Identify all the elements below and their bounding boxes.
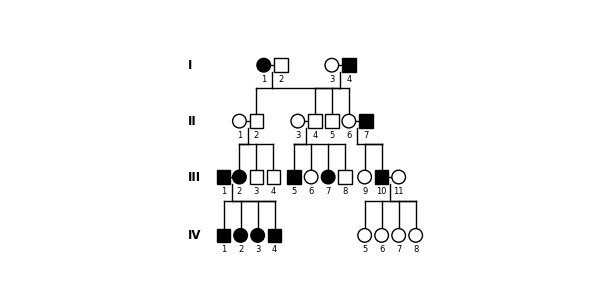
Bar bbox=[250, 170, 263, 184]
Circle shape bbox=[375, 229, 388, 242]
Text: I: I bbox=[188, 59, 193, 72]
Text: II: II bbox=[188, 115, 197, 128]
Text: 1: 1 bbox=[221, 187, 226, 196]
Circle shape bbox=[392, 229, 406, 242]
Text: 5: 5 bbox=[329, 131, 334, 140]
Text: III: III bbox=[188, 170, 202, 184]
Text: 2: 2 bbox=[237, 187, 242, 196]
Circle shape bbox=[291, 114, 305, 128]
Text: IV: IV bbox=[188, 229, 202, 242]
Circle shape bbox=[251, 229, 265, 242]
Circle shape bbox=[409, 229, 422, 242]
Text: 1: 1 bbox=[221, 245, 226, 254]
Text: 4: 4 bbox=[346, 75, 352, 84]
Text: 3: 3 bbox=[254, 187, 259, 196]
Circle shape bbox=[342, 114, 356, 128]
Circle shape bbox=[257, 58, 271, 72]
Circle shape bbox=[233, 170, 246, 184]
Circle shape bbox=[358, 229, 371, 242]
Text: 1: 1 bbox=[237, 131, 242, 140]
Text: 5: 5 bbox=[362, 245, 367, 254]
Text: 5: 5 bbox=[292, 187, 297, 196]
Bar bbox=[338, 170, 352, 184]
Text: 8: 8 bbox=[343, 187, 348, 196]
Circle shape bbox=[233, 114, 246, 128]
Bar bbox=[266, 170, 280, 184]
Text: 7: 7 bbox=[396, 245, 401, 254]
Circle shape bbox=[322, 170, 335, 184]
Text: 6: 6 bbox=[379, 245, 385, 254]
Bar bbox=[308, 114, 322, 128]
Bar bbox=[375, 170, 388, 184]
Text: 10: 10 bbox=[376, 187, 387, 196]
Bar bbox=[274, 58, 287, 72]
Text: 11: 11 bbox=[394, 187, 404, 196]
Text: 3: 3 bbox=[295, 131, 301, 140]
Text: 2: 2 bbox=[238, 245, 243, 254]
Bar bbox=[342, 58, 356, 72]
Text: 6: 6 bbox=[308, 187, 314, 196]
Text: 7: 7 bbox=[363, 131, 368, 140]
Text: 4: 4 bbox=[312, 131, 317, 140]
Text: 3: 3 bbox=[255, 245, 260, 254]
Bar bbox=[217, 170, 230, 184]
Bar bbox=[217, 229, 230, 242]
Text: 6: 6 bbox=[346, 131, 352, 140]
Circle shape bbox=[234, 229, 247, 242]
Text: 3: 3 bbox=[329, 75, 335, 84]
Circle shape bbox=[392, 170, 406, 184]
Text: 8: 8 bbox=[413, 245, 418, 254]
Bar bbox=[287, 170, 301, 184]
Text: 9: 9 bbox=[362, 187, 367, 196]
Circle shape bbox=[325, 58, 338, 72]
Bar bbox=[359, 114, 373, 128]
Text: 2: 2 bbox=[254, 131, 259, 140]
Bar bbox=[250, 114, 263, 128]
Text: 4: 4 bbox=[272, 245, 277, 254]
Text: 1: 1 bbox=[261, 75, 266, 84]
Text: 7: 7 bbox=[325, 187, 331, 196]
Circle shape bbox=[358, 170, 371, 184]
Bar bbox=[268, 229, 281, 242]
Bar bbox=[325, 114, 338, 128]
Text: 4: 4 bbox=[271, 187, 276, 196]
Text: 2: 2 bbox=[278, 75, 283, 84]
Circle shape bbox=[304, 170, 318, 184]
